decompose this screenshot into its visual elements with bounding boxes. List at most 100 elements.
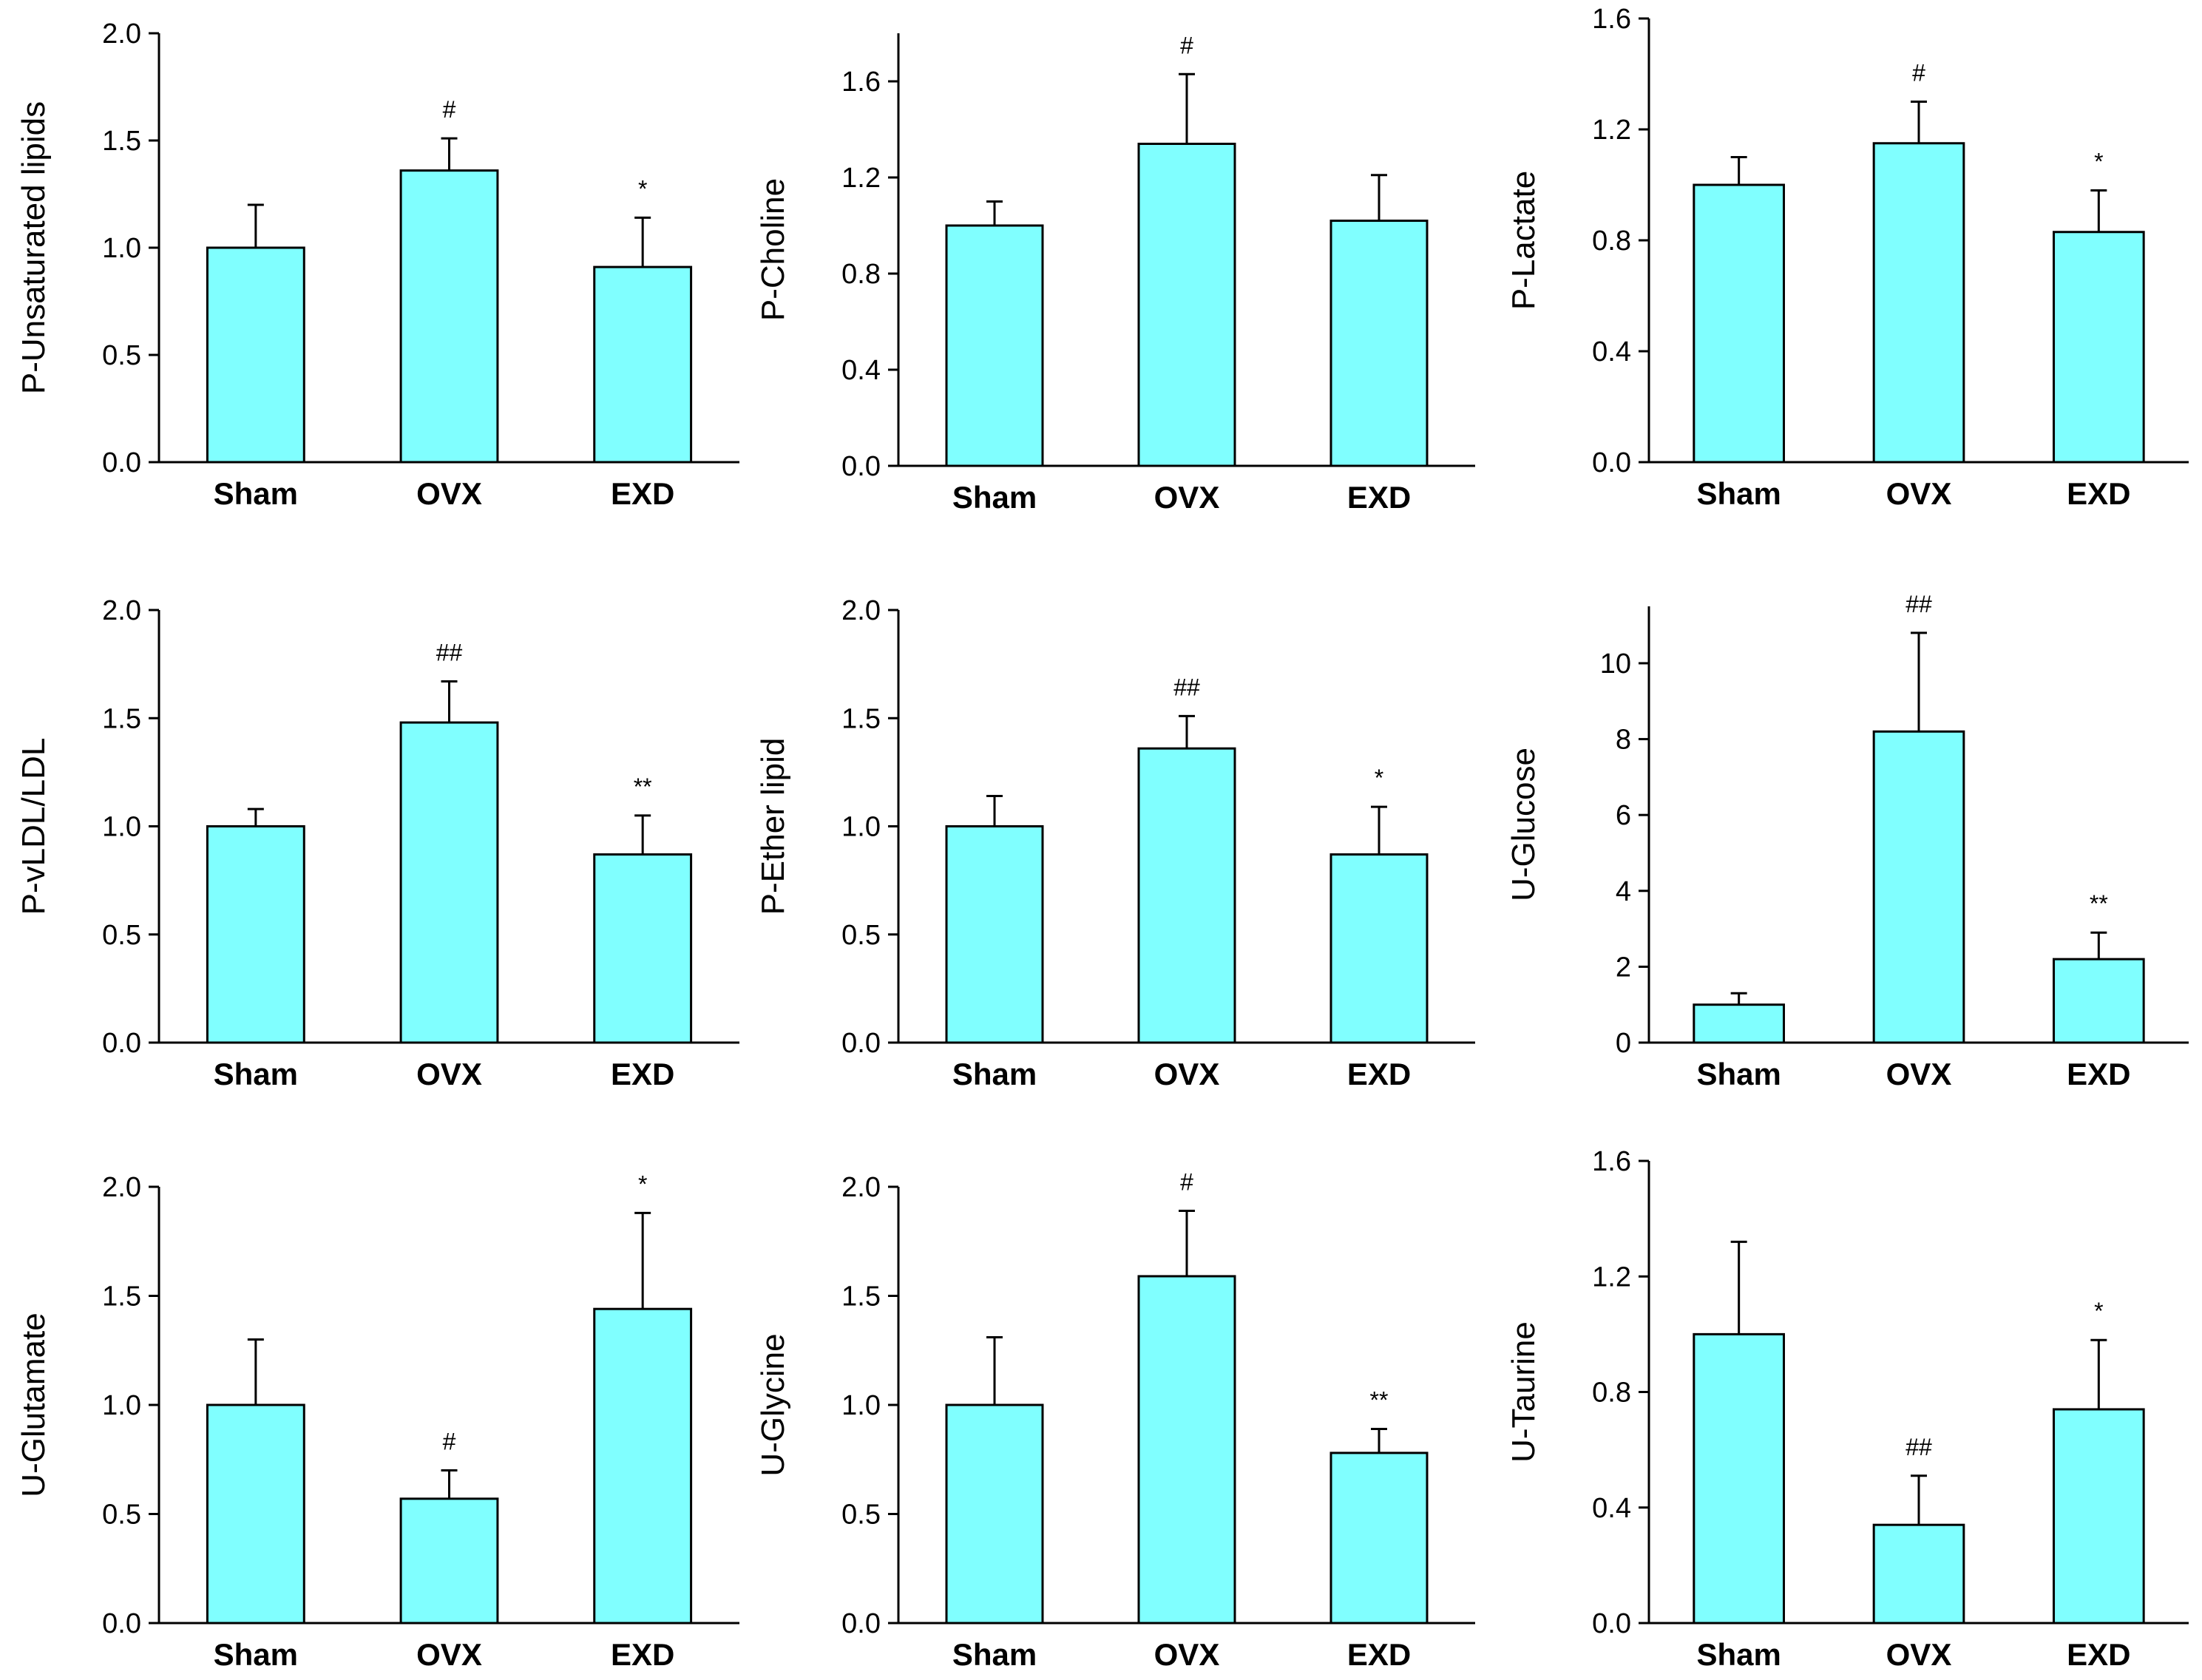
- y-tick-label: 0.0: [1592, 447, 1631, 478]
- y-tick-label: 1.6: [1592, 4, 1631, 35]
- x-tick-label: EXD: [1347, 1057, 1411, 1091]
- x-tick-label: EXD: [611, 476, 674, 511]
- y-tick-label: 0.0: [102, 1608, 141, 1639]
- y-axis-title: U-Glucose: [1505, 748, 1542, 901]
- y-tick-label: 0.5: [102, 920, 141, 951]
- y-tick-label: 2.0: [102, 595, 141, 626]
- y-tick-label: 1.0: [102, 1390, 141, 1421]
- x-tick-label: Sham: [1696, 476, 1781, 511]
- bar-ovx: [1872, 142, 1965, 464]
- y-tick-label: 1.5: [841, 703, 881, 734]
- chart-panel: Sham # OVX * EXD 0.0 0.5 1.0 1.5 2.0 P-Unsaturated…: [16, 18, 739, 511]
- y-tick-label: 0.5: [841, 920, 881, 951]
- bar-sham: [945, 825, 1044, 1044]
- y-axis-title: P-Unsaturated lipids: [16, 101, 52, 394]
- y-axis-title: P-Lactate: [1505, 171, 1542, 310]
- chart-panel: Sham ## OVX ** EXD 0.0 0.5 1.0 1.5 2.0 P-vLDL/LDL: [16, 595, 739, 1091]
- x-tick-label: EXD: [611, 1057, 674, 1091]
- y-tick-label: 0.0: [1592, 1608, 1631, 1639]
- y-tick-label: 0.8: [1592, 226, 1631, 257]
- x-tick-label: OVX: [1154, 1057, 1220, 1091]
- bar-sham: [945, 224, 1044, 467]
- y-tick-label: 0.8: [1592, 1378, 1631, 1409]
- bar-ovx: [399, 169, 499, 464]
- y-tick-label: 2.0: [841, 595, 881, 626]
- bar-ovx: [1872, 1523, 1965, 1625]
- significance-label: ##: [1905, 1434, 1932, 1460]
- y-tick-label: 1.5: [102, 703, 141, 734]
- y-tick-label: 0.0: [841, 1028, 881, 1059]
- bar-exd: [593, 265, 693, 464]
- significance-label: ##: [1905, 591, 1932, 617]
- x-tick-label: Sham: [952, 480, 1037, 515]
- y-tick-label: 1.5: [841, 1281, 881, 1312]
- x-tick-label: OVX: [1154, 480, 1220, 515]
- chart-panel: Sham # OVX * EXD 0.0 0.4 0.8 1.2 1.6 P-Lactate: [1505, 4, 2189, 511]
- bar-exd: [2053, 1408, 2145, 1625]
- y-tick-label: 2.0: [102, 1172, 141, 1203]
- x-tick-label: Sham: [1696, 1637, 1781, 1672]
- bar-ovx: [1872, 730, 1965, 1044]
- bar-sham: [1693, 183, 1785, 464]
- x-tick-label: OVX: [1886, 1637, 1952, 1672]
- chart-panel: Sham ## OVX * EXD 0.0 0.5 1.0 1.5 2.0 P-Ether lipi…: [755, 595, 1475, 1091]
- chart-panel: Sham # OVX EXD 0.0 0.4 0.8 1.2 1.6 P-Choline: [755, 32, 1475, 515]
- y-tick-label: 0: [1616, 1028, 1631, 1059]
- y-tick-label: 0.5: [102, 1500, 141, 1531]
- bar-ovx: [1137, 747, 1236, 1044]
- y-tick-label: 1.0: [841, 812, 881, 843]
- bar-exd: [2053, 231, 2145, 464]
- chart-panel: Sham ## OVX * EXD 0.0 0.4 0.8 1.2 1.6 U-Taurine: [1505, 1146, 2189, 1672]
- y-tick-label: 0.8: [841, 259, 881, 290]
- y-axis-title: U-Glutamate: [16, 1312, 52, 1497]
- y-tick-label: 0.4: [1592, 336, 1631, 368]
- y-tick-label: 1.5: [102, 126, 141, 157]
- bar-exd: [2053, 958, 2145, 1044]
- y-tick-label: 1.2: [1592, 1261, 1631, 1293]
- y-axis-title: P-vLDL/LDL: [16, 738, 52, 915]
- x-tick-label: EXD: [1347, 480, 1411, 515]
- bar-ovx: [1137, 143, 1236, 467]
- chart-panel: Sham # OVX ** EXD 0.0 0.5 1.0 1.5 2.0 U-Glycine: [755, 1168, 1475, 1672]
- significance-label: *: [638, 175, 647, 202]
- bar-exd: [1329, 220, 1429, 467]
- x-tick-label: EXD: [2067, 476, 2130, 511]
- x-tick-label: Sham: [214, 1057, 298, 1091]
- y-tick-label: 1.5: [102, 1281, 141, 1312]
- significance-label: *: [1375, 765, 1383, 791]
- y-tick-label: 1.6: [841, 67, 881, 98]
- x-tick-label: OVX: [416, 1057, 482, 1091]
- y-tick-label: 8: [1616, 725, 1631, 756]
- y-tick-label: 0.4: [841, 355, 881, 386]
- chart-panel: Sham ## OVX ** EXD 0 2 4 6 8 10 U-Glucose: [1505, 591, 2189, 1091]
- bar-sham: [1693, 1003, 1785, 1044]
- bar-sham: [206, 825, 305, 1044]
- x-tick-label: EXD: [1347, 1637, 1411, 1672]
- y-tick-label: 1.2: [1592, 115, 1631, 146]
- y-tick-label: 0.0: [841, 1608, 881, 1639]
- y-axis-title: P-Ether lipid: [755, 738, 791, 915]
- x-tick-label: OVX: [1886, 476, 1952, 511]
- x-tick-label: Sham: [952, 1637, 1037, 1672]
- x-tick-label: EXD: [2067, 1057, 2130, 1091]
- y-tick-label: 6: [1616, 800, 1631, 831]
- x-tick-label: Sham: [214, 476, 298, 511]
- x-tick-label: OVX: [1886, 1057, 1952, 1091]
- y-tick-label: 1.0: [102, 812, 141, 843]
- y-tick-label: 1.2: [841, 163, 881, 194]
- significance-label: #: [1180, 32, 1193, 58]
- bar-exd: [593, 853, 693, 1044]
- x-tick-label: OVX: [416, 1637, 482, 1672]
- bar-sham: [206, 1403, 305, 1625]
- x-tick-label: EXD: [611, 1637, 674, 1672]
- significance-label: **: [634, 773, 652, 800]
- y-tick-label: 0.0: [102, 1028, 141, 1059]
- y-axis-title: P-Choline: [755, 178, 791, 321]
- y-tick-label: 10: [1600, 648, 1631, 680]
- y-tick-label: 4: [1616, 876, 1631, 907]
- x-tick-label: EXD: [2067, 1637, 2130, 1672]
- bar-exd: [1329, 853, 1429, 1044]
- significance-label: ##: [436, 640, 463, 666]
- significance-label: *: [2094, 1298, 2103, 1324]
